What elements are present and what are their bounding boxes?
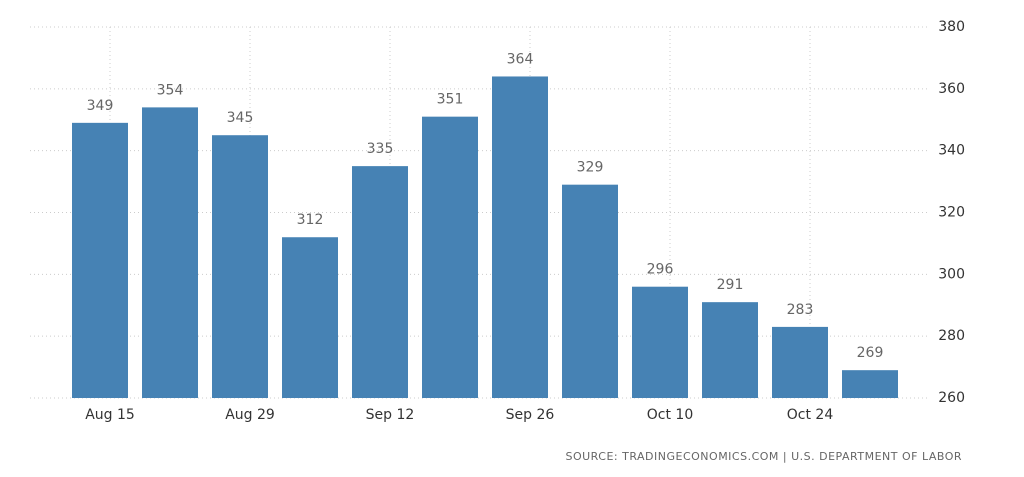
x-tick-label: Sep 12 xyxy=(366,407,415,423)
bar xyxy=(282,237,338,398)
y-tick-label: 260 xyxy=(938,390,965,406)
y-tick-label: 320 xyxy=(938,205,965,221)
y-tick-label: 380 xyxy=(938,19,965,35)
value-label: 335 xyxy=(367,141,394,157)
value-label: 345 xyxy=(227,110,254,126)
x-tick-label: Oct 10 xyxy=(647,407,693,423)
value-label: 291 xyxy=(717,277,744,293)
y-tick-label: 360 xyxy=(938,81,965,97)
value-label: 329 xyxy=(577,160,604,176)
x-tick-label: Oct 24 xyxy=(787,407,834,423)
bar xyxy=(842,370,898,398)
value-label: 349 xyxy=(87,98,114,114)
source: SOURCE: TRADINGECONOMICS.COM | U.S. DEPA… xyxy=(565,450,962,463)
bar xyxy=(492,76,548,398)
value-label: 296 xyxy=(647,262,674,278)
bar xyxy=(72,122,128,398)
value-label: 364 xyxy=(507,51,534,67)
x-tick-label: Sep 26 xyxy=(506,407,555,423)
value-label: 354 xyxy=(157,82,184,98)
bar xyxy=(632,286,688,398)
y-tick-label: 280 xyxy=(938,328,965,344)
value-label: 312 xyxy=(297,212,324,228)
x-tick-label: Aug 15 xyxy=(85,407,135,423)
value-label: 269 xyxy=(857,345,884,361)
bar xyxy=(352,166,408,398)
y-tick-label: 300 xyxy=(938,266,965,282)
value-label: 351 xyxy=(437,92,464,108)
y-tick-label: 340 xyxy=(938,143,965,159)
bar xyxy=(142,107,198,398)
bar xyxy=(422,116,478,399)
bar xyxy=(772,326,828,398)
value-label: 283 xyxy=(787,302,814,318)
x-tick-label: Aug 29 xyxy=(225,407,275,423)
bar xyxy=(562,184,618,398)
bar xyxy=(702,302,758,398)
bar xyxy=(212,135,268,399)
